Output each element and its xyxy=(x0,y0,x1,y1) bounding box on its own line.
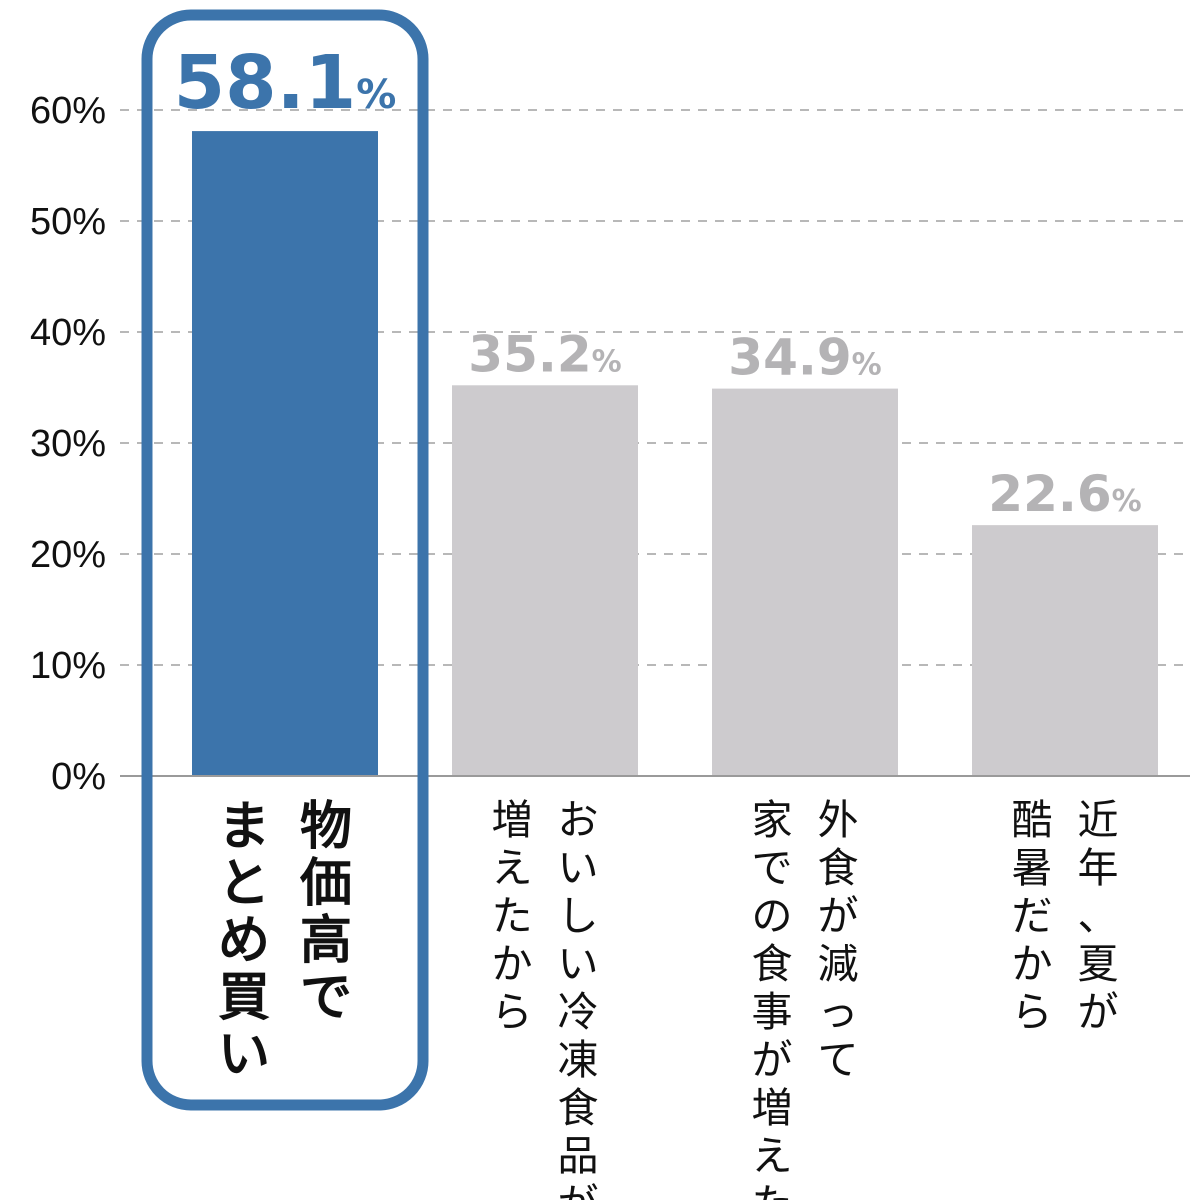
value-unit: % xyxy=(1112,484,1142,519)
y-tick-label: 20% xyxy=(30,534,106,576)
value-unit: % xyxy=(356,72,396,118)
bar xyxy=(712,388,898,776)
category-label: 増えたから xyxy=(492,796,533,1036)
bar xyxy=(972,525,1158,776)
value-number: 34.9 xyxy=(728,329,851,387)
value-label: 34.9% xyxy=(728,329,881,387)
category-label: 家での食事が増えた xyxy=(752,796,793,1200)
value-unit: % xyxy=(852,348,882,383)
value-number: 35.2 xyxy=(468,325,591,383)
category-label: おいしい冷凍食品が xyxy=(558,796,599,1200)
value-labels: 58.1%35.2% 34.9%22.6% xyxy=(174,40,1142,523)
category-label: 酷暑だから xyxy=(1012,796,1053,1036)
value-label: 22.6% xyxy=(988,465,1141,523)
y-tick-label: 10% xyxy=(30,645,106,687)
y-axis-ticks: 0% 10% 20% 30% 40% 50% 60% xyxy=(30,90,106,798)
value-unit: % xyxy=(592,344,622,379)
category-label: 外食が減って xyxy=(818,796,859,1084)
value-number: 22.6 xyxy=(988,465,1111,523)
category-label: まとめ買い xyxy=(218,797,270,1085)
bars xyxy=(192,131,1158,777)
y-tick-label: 40% xyxy=(30,312,106,354)
category-label: 近年、夏が xyxy=(1078,796,1119,1036)
y-tick-label: 60% xyxy=(30,90,106,132)
value-number: 58.1 xyxy=(174,40,357,126)
highlight-frame xyxy=(141,9,429,1111)
y-tick-label: 30% xyxy=(30,423,106,465)
category-label: 物価高で xyxy=(299,797,352,1028)
y-tick-label: 50% xyxy=(30,201,106,243)
value-label: 58.1% xyxy=(174,40,397,126)
bar xyxy=(452,385,638,776)
bar xyxy=(192,131,378,777)
y-tick-label: 0% xyxy=(51,756,106,798)
value-label: 35.2% xyxy=(468,325,621,383)
